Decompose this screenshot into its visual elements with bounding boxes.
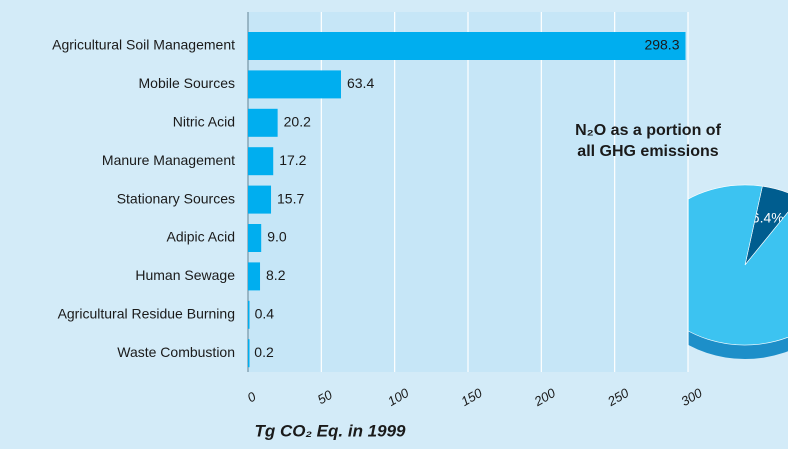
pie-title: N₂O as a portion of (575, 122, 721, 139)
value-label: 17.2 (279, 152, 306, 168)
value-label: 63.4 (347, 75, 374, 91)
bar (248, 262, 261, 291)
value-label: 0.4 (255, 306, 275, 322)
bar (248, 147, 274, 176)
y-tick-label: Agricultural Residue Burning (58, 306, 235, 322)
y-tick-label: Waste Combustion (117, 344, 235, 360)
value-label: 9.0 (267, 229, 287, 245)
value-label: 8.2 (266, 267, 286, 283)
value-label: 298.3 (644, 37, 679, 53)
y-tick-label: Adipic Acid (167, 229, 235, 245)
pie-title: all GHG emissions (577, 143, 718, 160)
value-label: 20.2 (284, 114, 311, 130)
bar (248, 339, 250, 368)
y-tick-label: Mobile Sources (139, 75, 236, 91)
bar (248, 300, 250, 329)
y-tick-label: Stationary Sources (117, 190, 235, 206)
bar (248, 108, 278, 137)
bar (248, 185, 272, 214)
bar (248, 70, 341, 99)
y-tick-label: Manure Management (102, 152, 235, 168)
bar (248, 224, 262, 252)
pie-title-group: N₂O as a portion of all GHG emissions (575, 122, 721, 160)
y-tick-label: Human Sewage (135, 267, 235, 283)
value-label: 15.7 (277, 190, 304, 206)
value-label: 0.2 (254, 344, 274, 360)
y-tick-label: Agricultural Soil Management (52, 37, 235, 53)
y-tick-label: Nitric Acid (173, 114, 235, 130)
pie-value-label: 6.4% (752, 210, 784, 226)
x-axis-label: Tg CO₂ Eq. in 1999 (254, 421, 406, 440)
bar (248, 32, 686, 60)
